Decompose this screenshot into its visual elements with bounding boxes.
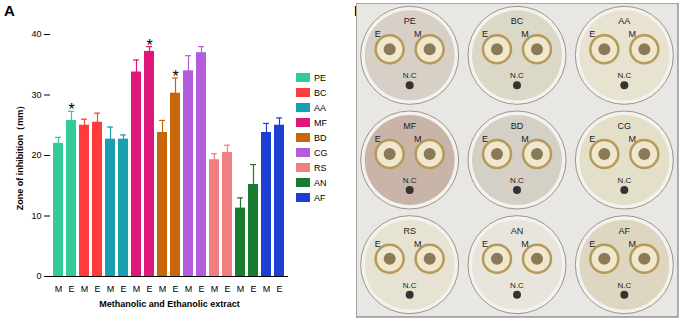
svg-text:N.C: N.C: [617, 176, 631, 185]
svg-text:E: E: [375, 134, 381, 144]
html-text:BC: BC: [314, 87, 327, 98]
html-text:MF: MF: [314, 117, 327, 128]
svg-text:MF: MF: [403, 121, 416, 131]
svg-text:M: M: [159, 284, 167, 294]
html-text:AF: AF: [314, 192, 326, 203]
html-text:AN: AN: [314, 177, 327, 188]
svg-text:M: M: [133, 284, 141, 294]
svg-text:E: E: [198, 284, 204, 294]
svg-text:M: M: [629, 239, 637, 249]
html-text:CG: CG: [314, 147, 328, 158]
svg-text:BD: BD: [511, 121, 524, 131]
svg-text:*: *: [146, 37, 152, 54]
svg-text:E: E: [589, 29, 595, 39]
svg-text:E: E: [68, 284, 74, 294]
svg-text:M: M: [263, 284, 271, 294]
svg-text:E: E: [589, 239, 595, 249]
svg-text:M: M: [521, 29, 529, 39]
svg-text:10: 10: [31, 211, 41, 221]
svg-text:M: M: [629, 29, 637, 39]
svg-text:E: E: [146, 284, 152, 294]
svg-text:M: M: [81, 284, 89, 294]
svg-text:*: *: [68, 101, 74, 118]
svg-text:N.C: N.C: [403, 281, 417, 290]
svg-text:E: E: [482, 239, 488, 249]
svg-text:N.C: N.C: [403, 176, 417, 185]
svg-text:N.C: N.C: [510, 176, 524, 185]
svg-text:E: E: [120, 284, 126, 294]
html-text:RS: RS: [314, 162, 327, 173]
html-text:PE: PE: [314, 72, 326, 83]
svg-text:E: E: [589, 134, 595, 144]
svg-text:E: E: [172, 284, 178, 294]
svg-text:30: 30: [31, 90, 41, 100]
svg-text:RS: RS: [403, 226, 416, 236]
html-text:AA: AA: [314, 102, 326, 113]
svg-text:M: M: [211, 284, 219, 294]
svg-text:E: E: [94, 284, 100, 294]
svg-text:BC: BC: [511, 16, 524, 26]
svg-text:N.C: N.C: [403, 71, 417, 80]
svg-text:40: 40: [31, 29, 41, 39]
svg-text:N.C: N.C: [510, 281, 524, 290]
svg-text:AA: AA: [618, 16, 630, 26]
svg-text:E: E: [375, 29, 381, 39]
html-text:BD: BD: [314, 132, 327, 143]
svg-text:Zone of inhibition（mm）: Zone of inhibition（mm）: [15, 101, 25, 211]
svg-text:*: *: [172, 68, 178, 85]
svg-text:20: 20: [31, 150, 41, 160]
html-text:A: A: [4, 2, 15, 19]
svg-text:AF: AF: [619, 226, 631, 236]
svg-text:AN: AN: [511, 226, 524, 236]
svg-text:PE: PE: [404, 16, 416, 26]
svg-text:N.C: N.C: [617, 71, 631, 80]
svg-text:M: M: [414, 29, 422, 39]
svg-text:0: 0: [36, 271, 41, 281]
html-text:B: B: [354, 2, 365, 19]
svg-text:M: M: [521, 134, 529, 144]
svg-text:E: E: [375, 239, 381, 249]
svg-text:E: E: [276, 284, 282, 294]
svg-text:E: E: [250, 284, 256, 294]
svg-text:M: M: [629, 134, 637, 144]
svg-text:M: M: [55, 284, 63, 294]
svg-text:E: E: [482, 29, 488, 39]
svg-text:CG: CG: [618, 121, 632, 131]
svg-text:M: M: [237, 284, 245, 294]
svg-text:E: E: [482, 134, 488, 144]
svg-text:M: M: [107, 284, 115, 294]
svg-text:M: M: [414, 239, 422, 249]
svg-text:M: M: [414, 134, 422, 144]
svg-text:M: M: [521, 239, 529, 249]
svg-text:N.C: N.C: [510, 71, 524, 80]
svg-text:N.C: N.C: [617, 281, 631, 290]
svg-text:Methanolic and Ethanolic extra: Methanolic and Ethanolic extract: [99, 299, 240, 309]
svg-text:E: E: [224, 284, 230, 294]
svg-text:M: M: [185, 284, 193, 294]
